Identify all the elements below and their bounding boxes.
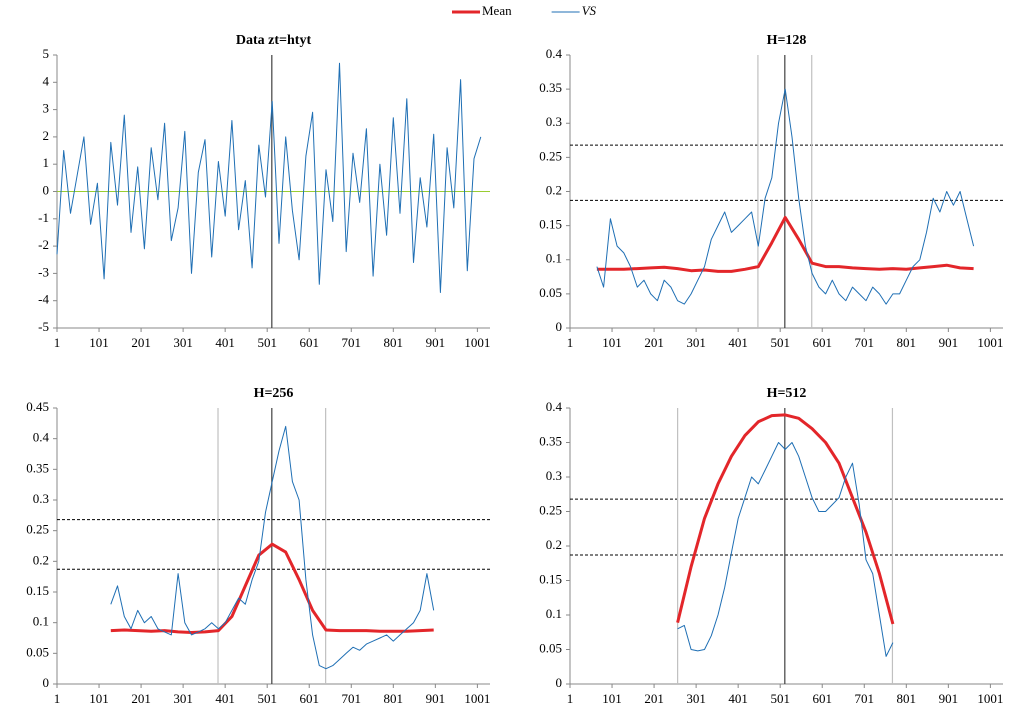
x-tick-label: 901 [939, 335, 959, 350]
x-tick-label: 701 [855, 691, 875, 706]
y-tick-label: 2 [43, 128, 50, 143]
x-tick-label: 1001 [977, 691, 1003, 706]
y-tick-label: 0.25 [26, 522, 49, 537]
y-tick-label: 0.05 [26, 644, 49, 659]
y-tick-label: 0.35 [26, 460, 49, 475]
y-tick-label: 0.3 [33, 491, 49, 506]
x-tick-label: 601 [812, 335, 832, 350]
y-tick-label: 0.15 [539, 217, 562, 232]
y-tick-label: 0.25 [539, 502, 562, 517]
chart-title: Data zt=htyt [236, 33, 312, 48]
x-tick-label: 101 [602, 335, 622, 350]
y-tick-label: 0.3 [546, 114, 562, 129]
y-tick-label: 0.4 [546, 46, 563, 61]
series-line [677, 442, 894, 657]
y-tick-label: 0.1 [33, 614, 49, 629]
x-tick-label: 801 [897, 691, 917, 706]
x-tick-label: 601 [299, 335, 319, 350]
y-tick-label: 0.3 [546, 468, 562, 483]
series-line [596, 215, 974, 273]
y-tick-label: 4 [43, 73, 50, 88]
series-line [110, 542, 434, 634]
chart-title: H=512 [767, 386, 807, 401]
chart-title: H=128 [767, 33, 807, 48]
x-tick-label: 401 [728, 691, 748, 706]
y-tick-label: 0.4 [546, 399, 563, 414]
legend-label: Mean [482, 3, 512, 18]
x-tick-label: 201 [131, 335, 151, 350]
x-tick-label: 601 [299, 691, 319, 706]
x-tick-label: 401 [728, 335, 748, 350]
x-tick-label: 301 [686, 691, 706, 706]
x-tick-label: 1001 [464, 691, 490, 706]
x-tick-label: 301 [173, 691, 193, 706]
x-tick-label: 1 [567, 691, 574, 706]
y-tick-label: -1 [38, 210, 49, 225]
x-tick-label: 101 [89, 691, 109, 706]
x-tick-label: 801 [897, 335, 917, 350]
chart-title: H=256 [254, 386, 294, 401]
x-tick-label: 1001 [464, 335, 490, 350]
x-tick-label: 201 [131, 691, 151, 706]
x-tick-label: 1 [54, 691, 61, 706]
y-tick-label: 0.4 [33, 430, 50, 445]
y-tick-label: 0.1 [546, 251, 562, 266]
x-tick-label: 801 [384, 335, 404, 350]
y-tick-label: 0.05 [539, 285, 562, 300]
x-tick-label: 201 [644, 691, 664, 706]
legend-label: VS [582, 3, 597, 18]
x-tick-label: 201 [644, 335, 664, 350]
y-tick-label: 0.2 [546, 182, 562, 197]
y-tick-label: 0.2 [546, 537, 562, 552]
x-tick-label: 501 [257, 691, 277, 706]
x-tick-label: 1 [54, 335, 61, 350]
x-tick-label: 1 [567, 335, 574, 350]
y-tick-label: 0.25 [539, 148, 562, 163]
x-tick-label: 701 [855, 335, 875, 350]
y-tick-label: 0 [43, 182, 50, 197]
x-tick-label: 701 [342, 691, 362, 706]
x-tick-label: 301 [173, 335, 193, 350]
y-tick-label: 0.35 [539, 433, 562, 448]
y-tick-label: 3 [43, 101, 50, 116]
x-tick-label: 501 [770, 335, 790, 350]
y-tick-label: 0.1 [546, 606, 562, 621]
x-tick-label: 501 [257, 335, 277, 350]
x-tick-label: 701 [342, 335, 362, 350]
x-tick-label: 901 [426, 691, 446, 706]
y-tick-label: 0 [556, 675, 563, 690]
series-line [596, 88, 975, 305]
series-line [676, 413, 895, 625]
x-tick-label: 901 [939, 691, 959, 706]
y-tick-label: 0.15 [539, 571, 562, 586]
y-tick-label: 5 [43, 46, 50, 61]
y-tick-label: 0.15 [26, 583, 49, 598]
y-tick-label: -2 [38, 237, 49, 252]
y-tick-label: 0.45 [26, 399, 49, 414]
y-tick-label: -4 [38, 292, 49, 307]
x-tick-label: 901 [426, 335, 446, 350]
x-tick-label: 801 [384, 691, 404, 706]
x-tick-label: 601 [812, 691, 832, 706]
x-tick-label: 301 [686, 335, 706, 350]
x-tick-label: 401 [215, 691, 235, 706]
series-line [110, 425, 435, 670]
y-tick-label: 0.2 [33, 552, 49, 567]
x-tick-label: 101 [602, 691, 622, 706]
y-tick-label: 0 [556, 319, 563, 334]
x-tick-label: 501 [770, 691, 790, 706]
x-tick-label: 101 [89, 335, 109, 350]
y-tick-label: 0.05 [539, 640, 562, 655]
x-tick-label: 1001 [977, 335, 1003, 350]
y-tick-label: -5 [38, 319, 49, 334]
y-tick-label: 0 [43, 675, 50, 690]
y-tick-label: 0.35 [539, 80, 562, 95]
y-tick-label: 1 [43, 155, 50, 170]
y-tick-label: -3 [38, 264, 49, 279]
series-line [56, 62, 482, 293]
x-tick-label: 401 [215, 335, 235, 350]
